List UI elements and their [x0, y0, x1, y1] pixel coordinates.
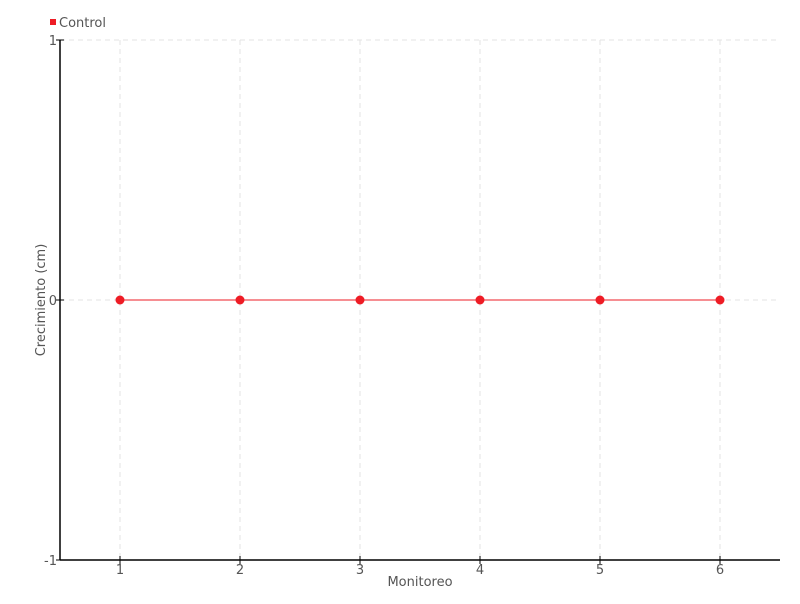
data-point — [235, 295, 245, 305]
y-axis-label: Crecimiento (cm) — [34, 244, 49, 357]
data-point — [355, 295, 365, 305]
series — [115, 295, 725, 305]
legend-label: Control — [59, 16, 106, 31]
data-point — [715, 295, 725, 305]
x-tick-label: 5 — [596, 563, 604, 578]
y-tick-label: 0 — [49, 294, 57, 309]
x-tick-label: 3 — [356, 563, 364, 578]
data-point — [115, 295, 125, 305]
x-tick-label: 2 — [236, 563, 244, 578]
legend: Control — [50, 16, 106, 31]
data-point — [595, 295, 605, 305]
legend-swatch — [50, 19, 56, 25]
x-tick-label: 6 — [716, 563, 724, 578]
x-tick-label: 1 — [116, 563, 124, 578]
y-tick-label: -1 — [44, 554, 57, 569]
x-tick-label: 4 — [476, 563, 484, 578]
x-axis-label: Monitoreo — [387, 575, 452, 590]
y-tick-label: 1 — [49, 34, 57, 49]
data-point — [475, 295, 485, 305]
ticks: 1 2 3 4 5 6 -1 0 1 — [44, 34, 724, 578]
